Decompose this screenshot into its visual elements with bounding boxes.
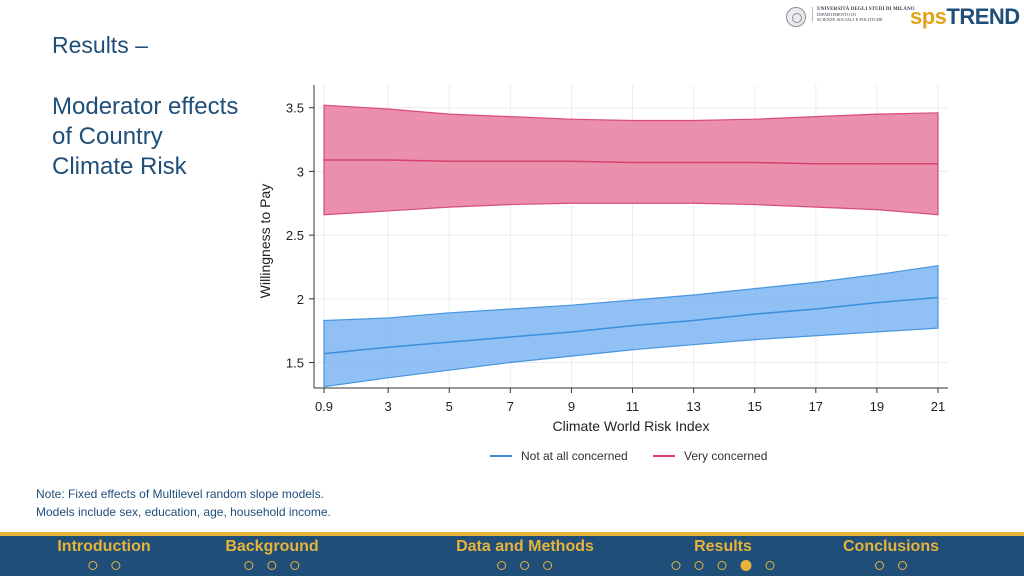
nav-section-label[interactable]: Results [694, 538, 752, 555]
nav-section-label[interactable]: Background [225, 538, 319, 555]
x-tick-label-3: 7 [507, 399, 514, 414]
note-line-2: Models include sex, education, age, hous… [36, 505, 331, 519]
x-tick-label-0: 0.9 [315, 399, 333, 414]
slide-title: Results – [52, 32, 148, 58]
x-tick-label-6: 13 [686, 399, 700, 414]
nav-section-label[interactable]: Data and Methods [456, 538, 594, 555]
section-navigation-bar: Introduction Background Data and Methods Re… [0, 532, 1024, 576]
nav-slide-dots [57, 561, 150, 570]
university-name: UNIVERSITÀ DEGLI STUDI DI MILANO DIPARTI… [812, 7, 917, 22]
slide-dot-icon[interactable] [111, 561, 120, 570]
nav-section-introduction[interactable]: Introduction [57, 538, 151, 570]
nav-slide-dots [225, 561, 318, 570]
x-tick-label-9: 19 [870, 399, 884, 414]
spstrend-logo: spsTREND [910, 4, 1020, 29]
nav-slide-dots [456, 561, 594, 570]
slide-dot-icon[interactable] [267, 561, 277, 570]
nav-section-results[interactable]: Results [671, 538, 775, 571]
slide-dot-icon[interactable] [244, 561, 254, 570]
slide-dot-icon[interactable] [88, 561, 97, 570]
legend-label-0: Not at all concerned [521, 449, 628, 463]
y-tick-label-1: 2 [297, 292, 304, 307]
slide-dot-icon[interactable] [874, 561, 884, 570]
slide-dot-icon[interactable] [897, 561, 907, 570]
confidence-band-1 [323, 104, 939, 216]
legend-label-1: Very concerned [684, 449, 767, 463]
slide-subtitle: Moderator effects of Country Climate Ris… [52, 93, 239, 180]
nav-section-data-and-methods[interactable]: Data and Methods [456, 538, 594, 570]
nav-section-conclusions[interactable]: Conclusions [843, 538, 939, 570]
x-tick-label-7: 15 [747, 399, 761, 414]
series-line-0 [323, 296, 939, 355]
y-tick-label-0: 1.5 [286, 356, 304, 371]
x-tick-label-5: 11 [626, 399, 640, 414]
x-tick-label-8: 17 [809, 399, 823, 414]
note-line-1: Note: Fixed effects of Multilevel random… [36, 487, 324, 501]
nav-slide-dots [843, 561, 939, 570]
chart-note: Note: Fixed effects of Multilevel random… [36, 485, 331, 521]
y-tick-label-2: 2.5 [286, 228, 304, 243]
nav-section-background[interactable]: Background [225, 538, 319, 570]
x-tick-label-1: 3 [385, 399, 392, 414]
slide-dot-icon[interactable] [671, 561, 681, 570]
moderator-effects-chart: 1.5 2 2.5 3 3.5 0.9 3 5 7 9 11 13 15 17 19 21 Climate Wo… [257, 85, 948, 463]
slide-dot-icon[interactable] [694, 561, 704, 570]
y-tick-label-4: 3.5 [286, 101, 304, 116]
university-seal-icon [786, 7, 806, 27]
slide-dot-icon[interactable] [765, 561, 775, 570]
x-axis-label: Climate World Risk Index [553, 418, 710, 434]
x-tick-label-10: 21 [931, 399, 945, 414]
nav-slide-dots [671, 560, 775, 571]
y-tick-label-3: 3 [297, 164, 304, 179]
y-axis-label: Willingness to Pay [257, 184, 273, 298]
current-slide-dot-icon[interactable] [740, 560, 752, 571]
slide-dot-icon[interactable] [543, 561, 553, 570]
nav-section-label[interactable]: Conclusions [842, 538, 940, 555]
slide-dot-icon[interactable] [290, 561, 300, 570]
slide-dot-icon[interactable] [497, 561, 507, 570]
x-tick-label-4: 9 [568, 399, 575, 414]
x-tick-label-2: 5 [446, 399, 453, 414]
slide-dot-icon[interactable] [717, 561, 727, 570]
slide-dot-icon[interactable] [520, 561, 530, 570]
nav-section-label[interactable]: Introduction [57, 538, 151, 555]
series-line-1 [324, 159, 938, 165]
